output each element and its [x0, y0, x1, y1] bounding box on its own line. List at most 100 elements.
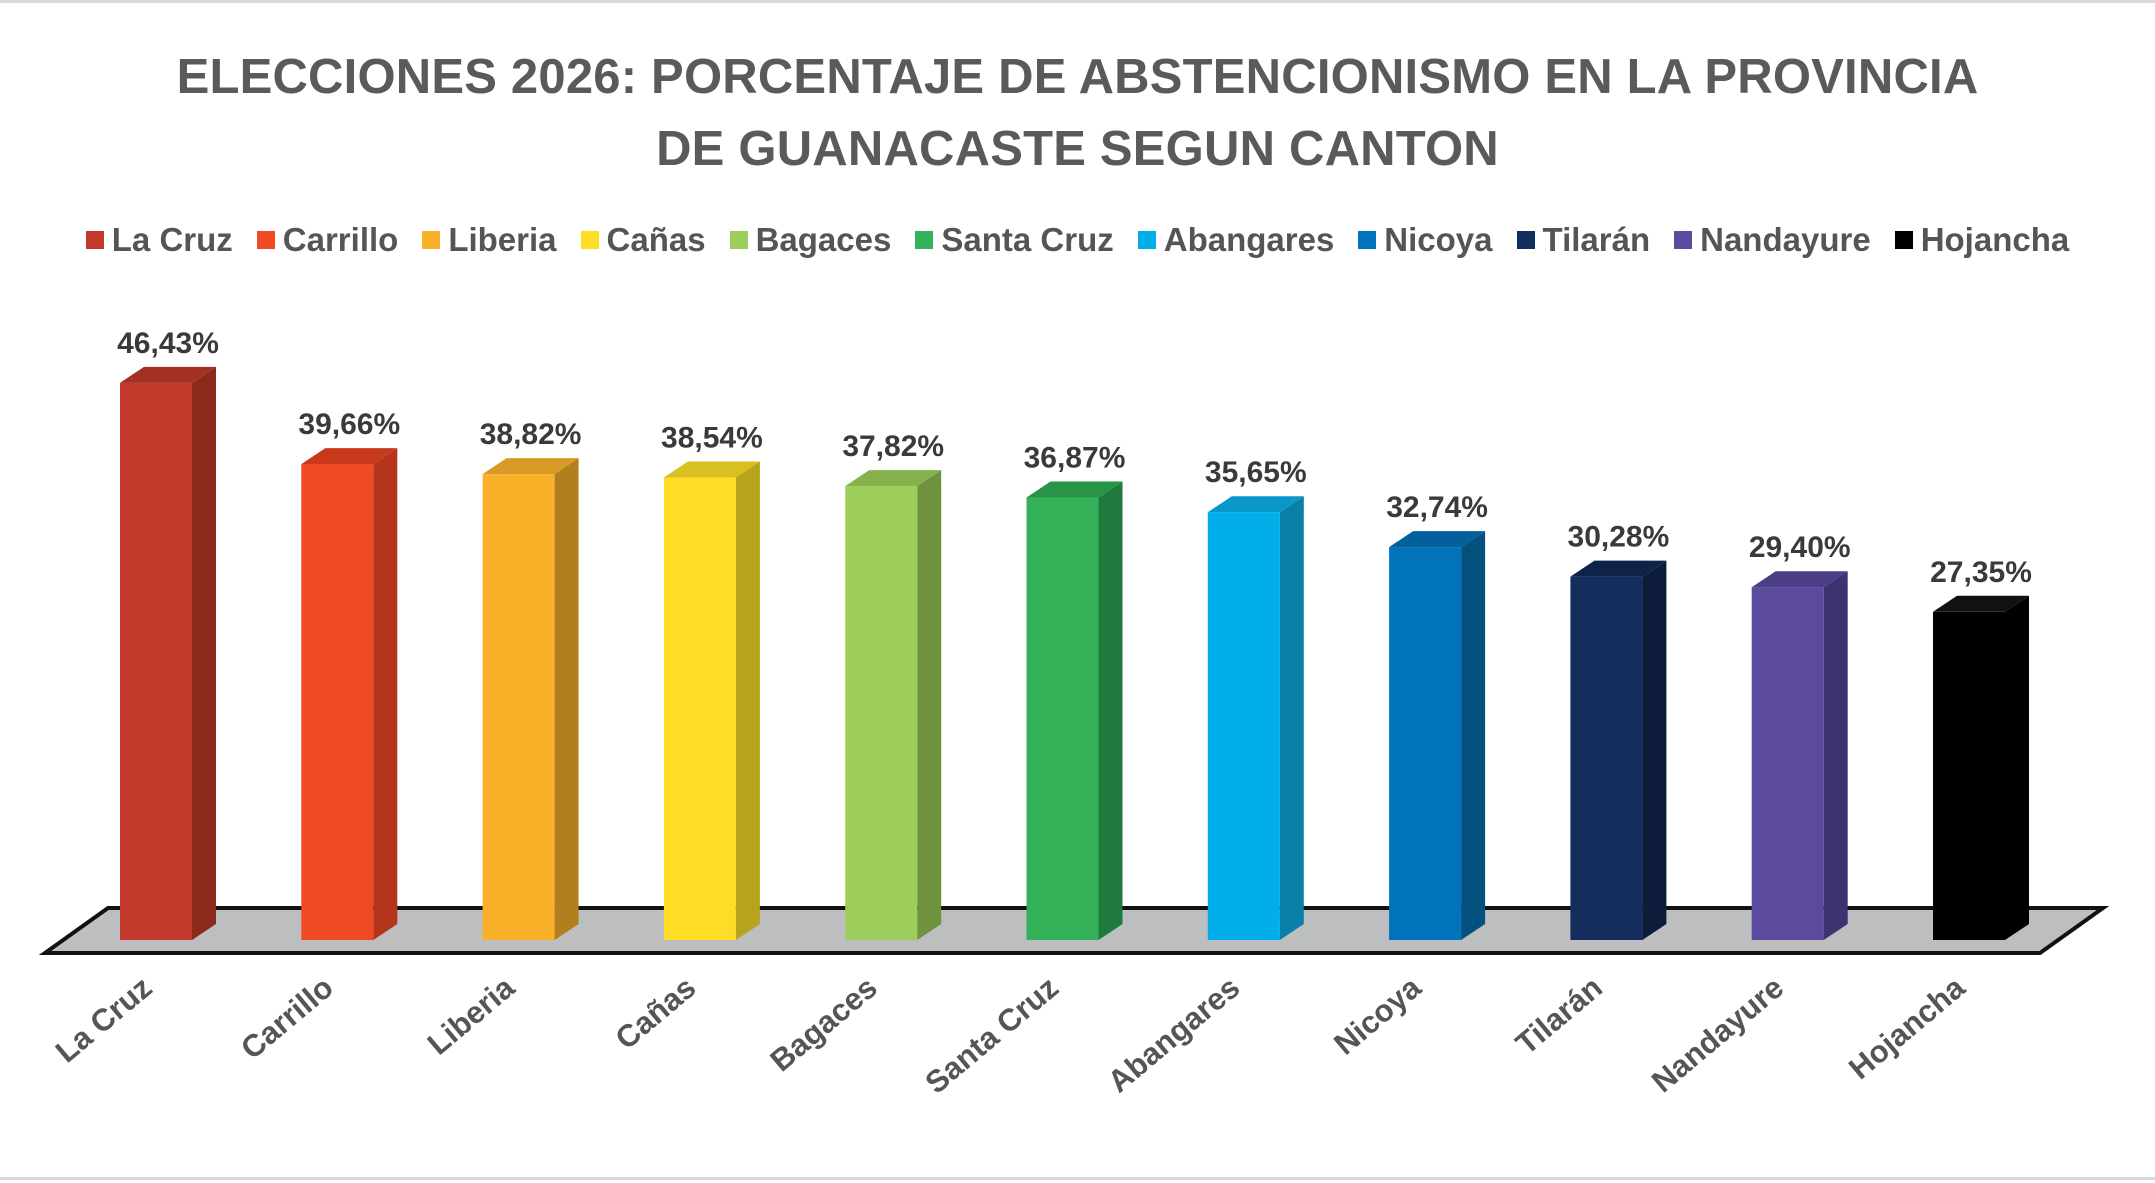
bar-hojancha: [1933, 595, 2029, 940]
x-tick-label-bagaces: Bagaces: [764, 970, 884, 1079]
x-tick-label-la-cruz: La Cruz: [49, 970, 159, 1070]
bar-bagaces: [845, 470, 942, 940]
bar-side: [554, 458, 579, 940]
data-label-carrillo: 39,66%: [298, 408, 400, 441]
legend-item-bagaces: Bagaces: [729, 221, 892, 259]
bar-front: [120, 382, 192, 941]
bar-top: [1570, 560, 1667, 577]
bar-side: [735, 461, 760, 940]
bar-nandayure: [1751, 571, 1848, 940]
legend-item-tilaran: Tilarán: [1516, 221, 1651, 259]
bar-front: [1026, 497, 1099, 940]
legend-swatch: [1894, 231, 1913, 249]
x-tick-label-tilaran: Tilarán: [1509, 970, 1609, 1062]
bar-liberia: [482, 458, 579, 940]
legend-item-hojancha: Hojancha: [1894, 221, 2070, 259]
bar-front: [482, 474, 555, 940]
bar-side: [192, 366, 216, 941]
chart-title-line-1: ELECCIONES 2026: PORCENTAJE DE ABSTENCIO…: [176, 50, 1979, 104]
x-tick-label-liberia: Liberia: [421, 969, 522, 1062]
bar-top: [845, 470, 942, 487]
bar-front: [1207, 512, 1280, 940]
bar-side: [373, 448, 398, 940]
data-label-santa-cruz: 36,87%: [1024, 442, 1126, 475]
legend-item-la-cruz: La Cruz: [85, 221, 233, 259]
legend-label: Hojancha: [1920, 221, 2070, 258]
legend-swatch: [256, 231, 275, 249]
legend-label: Tilarán: [1542, 221, 1651, 258]
bar-side: [917, 470, 942, 940]
data-label-nandayure: 29,40%: [1749, 531, 1851, 564]
bar-side: [1642, 560, 1667, 940]
bar-carrillo: [301, 448, 398, 940]
legend-label: Santa Cruz: [941, 221, 1114, 258]
plot-area: 46,43% La Cruz 39,66% Carrillo 38,82% Liberia…: [38, 327, 2110, 1101]
bar-side: [1279, 496, 1304, 940]
x-tick-label-nicoya: Nicoya: [1327, 969, 1428, 1062]
legend-label: La Cruz: [111, 221, 233, 258]
legend-label: Liberia: [448, 221, 557, 258]
bar-la-cruz: [120, 366, 216, 941]
bar-front: [1933, 611, 2005, 940]
bar-front: [301, 464, 374, 940]
legend-label: Cañas: [606, 221, 706, 258]
legend-swatch: [915, 231, 934, 249]
legend-item-nandayure: Nandayure: [1674, 221, 1871, 259]
bar-side: [1098, 481, 1123, 940]
bar-front: [1570, 576, 1643, 940]
x-tick-label-carrillo: Carrillo: [234, 970, 340, 1067]
data-label-la-cruz: 46,43%: [117, 327, 219, 360]
bar-side: [2005, 595, 2029, 940]
bar-top: [1933, 595, 2029, 612]
legend-item-abangares: Abangares: [1137, 221, 1335, 259]
legend-swatch: [85, 231, 104, 249]
bar-top: [1207, 496, 1304, 513]
chart-title-line-2: DE GUANACASTE SEGUN CANTON: [656, 122, 1499, 176]
bar-top: [1389, 531, 1486, 548]
bar-side: [1461, 531, 1486, 940]
bar-santa-cruz: [1026, 481, 1123, 940]
legend-label: Carrillo: [282, 221, 399, 258]
x-tick-label-santa-cruz: Santa Cruz: [918, 970, 1065, 1101]
bar-nicoya: [1389, 531, 1486, 940]
bar-top: [1751, 571, 1848, 588]
bar-top: [1026, 481, 1123, 498]
legend-item-nicoya: Nicoya: [1358, 221, 1493, 259]
x-tick-label-abangares: Abangares: [1101, 970, 1246, 1100]
legend-swatch: [1674, 231, 1693, 249]
bar-canas: [663, 461, 760, 940]
legend-swatch: [422, 231, 441, 249]
bar-side: [1823, 571, 1848, 940]
legend-label: Nicoya: [1384, 221, 1493, 258]
data-label-liberia: 38,82%: [480, 418, 582, 451]
bar-top: [301, 448, 398, 465]
bar-front: [663, 477, 736, 940]
legend-item-canas: Cañas: [580, 221, 706, 259]
data-label-hojancha: 27,35%: [1930, 556, 2032, 589]
x-tick-label-nandayure: Nandayure: [1645, 970, 1790, 1100]
legend-swatch: [1137, 231, 1156, 249]
data-label-nicoya: 32,74%: [1386, 491, 1488, 524]
bar-front: [845, 486, 918, 940]
legend: La Cruz Carrillo Liberia Cañas Bagaces Santa …: [0, 215, 2155, 265]
data-label-tilaran: 30,28%: [1568, 521, 1670, 554]
bar-front: [1751, 587, 1824, 940]
x-tick-label-hojancha: Hojancha: [1842, 969, 1972, 1086]
x-tick-label-canas: Cañas: [609, 970, 703, 1057]
data-label-bagaces: 37,82%: [842, 430, 944, 463]
legend-swatch: [729, 231, 748, 249]
bar-tilaran: [1570, 560, 1667, 940]
bar-top: [482, 458, 579, 475]
legend-label: Bagaces: [755, 221, 892, 258]
legend-label: Abangares: [1163, 221, 1335, 258]
chart-title: ELECCIONES 2026: PORCENTAJE DE ABSTENCIO…: [0, 41, 2155, 185]
bar-abangares: [1207, 496, 1304, 940]
legend-swatch: [1516, 231, 1535, 249]
legend-item-santa-cruz: Santa Cruz: [915, 221, 1114, 259]
legend-item-liberia: Liberia: [422, 221, 557, 259]
data-label-abangares: 35,65%: [1205, 456, 1307, 489]
bar-top: [663, 461, 760, 478]
bar-front: [1389, 547, 1462, 940]
data-label-canas: 38,54%: [661, 422, 763, 455]
